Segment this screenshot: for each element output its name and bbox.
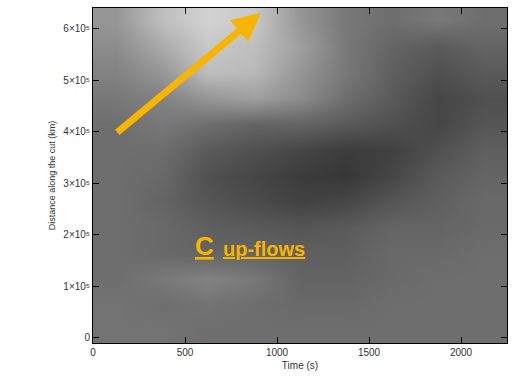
- svg-text:Time (s): Time (s): [282, 360, 318, 371]
- svg-text:C: C: [195, 231, 214, 261]
- svg-text:3×10⁵: 3×10⁵: [63, 178, 90, 189]
- svg-text:2000: 2000: [450, 347, 473, 358]
- svg-text:0: 0: [90, 347, 96, 358]
- svg-text:4×10⁵: 4×10⁵: [63, 126, 90, 137]
- svg-text:500: 500: [177, 347, 194, 358]
- svg-text:1500: 1500: [358, 347, 381, 358]
- svg-text:1000: 1000: [266, 347, 289, 358]
- svg-text:2×10⁵: 2×10⁵: [63, 229, 90, 240]
- svg-text:5×10⁵: 5×10⁵: [63, 75, 90, 86]
- svg-text:1×10⁵: 1×10⁵: [63, 281, 90, 292]
- svg-text:6×10⁵: 6×10⁵: [63, 23, 90, 34]
- svg-text:Distance along the cut (km): Distance along the cut (km): [47, 121, 57, 231]
- svg-text:0: 0: [84, 332, 90, 343]
- svg-text:up-flows: up-flows: [223, 238, 305, 260]
